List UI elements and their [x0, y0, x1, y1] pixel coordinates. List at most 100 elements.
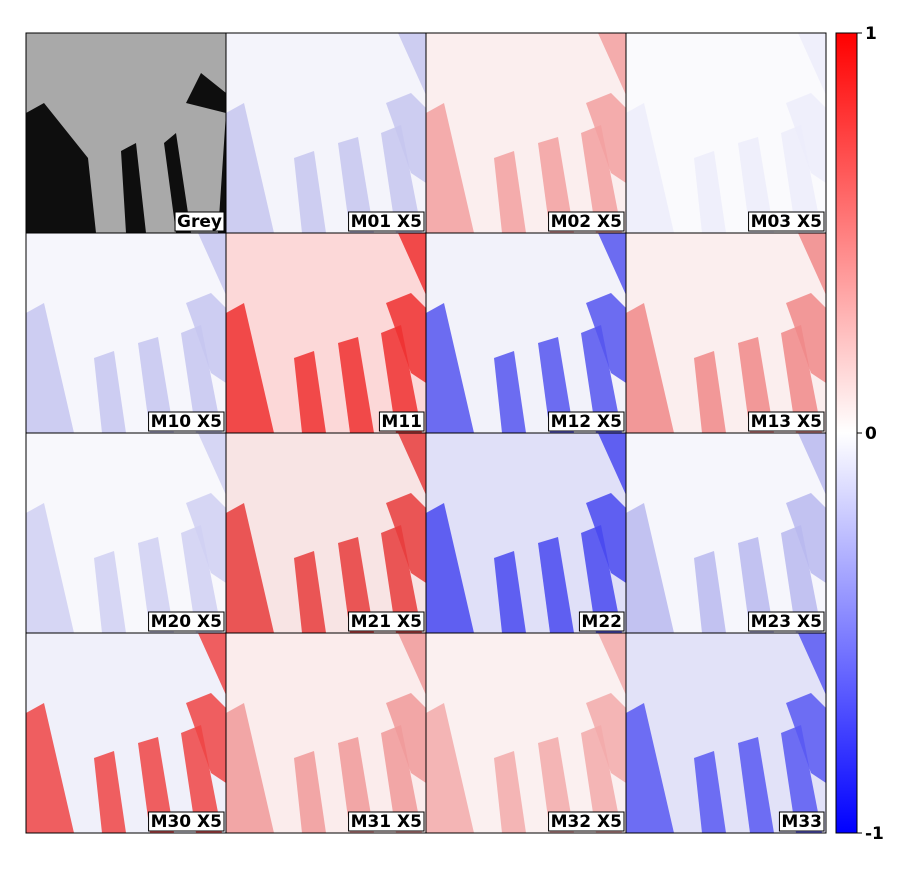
region — [786, 493, 826, 583]
label-box — [748, 611, 825, 632]
region — [538, 337, 574, 433]
region — [186, 693, 226, 783]
region — [586, 693, 626, 783]
region — [581, 525, 622, 633]
label-box — [348, 211, 425, 232]
region — [626, 103, 674, 233]
panel: Grey — [25, 32, 227, 234]
tick-label: 0 — [865, 424, 877, 444]
region — [398, 33, 426, 95]
region — [626, 703, 674, 833]
region — [494, 751, 526, 833]
region — [738, 337, 774, 433]
region — [386, 493, 426, 583]
panel-label: M03 X5 — [751, 212, 822, 232]
region — [186, 493, 226, 583]
region — [786, 93, 826, 183]
region — [598, 33, 626, 95]
region — [398, 233, 426, 295]
region — [781, 525, 822, 633]
region — [538, 737, 574, 833]
region — [181, 725, 222, 833]
panel-label: M01 X5 — [351, 212, 422, 232]
region — [786, 693, 826, 783]
panel-label: Grey — [177, 212, 222, 232]
region — [694, 351, 726, 433]
label-box — [548, 211, 625, 232]
region — [494, 551, 526, 633]
region — [138, 337, 174, 433]
label-box — [174, 211, 225, 232]
tick-label: -1 — [865, 824, 884, 844]
region — [781, 125, 822, 233]
region — [786, 293, 826, 383]
region — [694, 151, 726, 233]
panel: M11 — [225, 232, 427, 434]
region — [781, 725, 822, 833]
label-box — [748, 411, 825, 432]
region — [381, 525, 422, 633]
panel: M02 X5 — [425, 32, 627, 234]
region — [798, 233, 826, 295]
region — [26, 703, 74, 833]
region — [198, 233, 226, 295]
region — [386, 293, 426, 383]
panel: M12 X5 — [425, 232, 627, 434]
panel-label: M11 — [381, 412, 422, 432]
region — [586, 493, 626, 583]
colorbar — [835, 32, 858, 834]
region — [598, 433, 626, 495]
region — [798, 33, 826, 95]
panel: M31 X5 — [225, 632, 427, 834]
panel: M32 X5 — [425, 632, 627, 834]
region — [294, 751, 326, 833]
panel-label: M30 X5 — [151, 812, 222, 832]
region — [798, 633, 826, 695]
region — [294, 351, 326, 433]
region — [538, 537, 574, 633]
region — [398, 633, 426, 695]
panel-label: M23 X5 — [751, 612, 822, 632]
panel: M03 X5 — [625, 32, 827, 234]
panel: M23 X5 — [625, 432, 827, 634]
region — [138, 737, 174, 833]
region — [586, 293, 626, 383]
region — [694, 751, 726, 833]
region — [26, 303, 74, 433]
region — [598, 633, 626, 695]
region — [694, 551, 726, 633]
region — [386, 93, 426, 183]
region — [626, 303, 674, 433]
panel: M30 X5 — [25, 632, 227, 834]
region — [94, 351, 126, 433]
region — [226, 103, 274, 233]
region — [198, 433, 226, 495]
region — [494, 151, 526, 233]
panel: M33 — [625, 632, 827, 834]
region — [538, 137, 574, 233]
panel-label: M20 X5 — [151, 612, 222, 632]
label-box — [148, 811, 225, 832]
region — [198, 633, 226, 695]
region — [186, 293, 226, 383]
panel: M21 X5 — [225, 432, 427, 634]
region — [586, 93, 626, 183]
panel-label: M12 X5 — [551, 412, 622, 432]
label-box — [778, 811, 825, 832]
region — [181, 325, 222, 433]
label-box — [378, 411, 425, 432]
region — [781, 325, 822, 433]
label-box — [348, 611, 425, 632]
region — [226, 503, 274, 633]
panel-label: M22 — [581, 612, 622, 632]
region — [294, 551, 326, 633]
region — [626, 503, 674, 633]
panel-label: M21 X5 — [351, 612, 422, 632]
label-box — [548, 811, 625, 832]
region — [381, 725, 422, 833]
region — [738, 737, 774, 833]
region — [226, 703, 274, 833]
region — [381, 125, 422, 233]
panel-label: M31 X5 — [351, 812, 422, 832]
